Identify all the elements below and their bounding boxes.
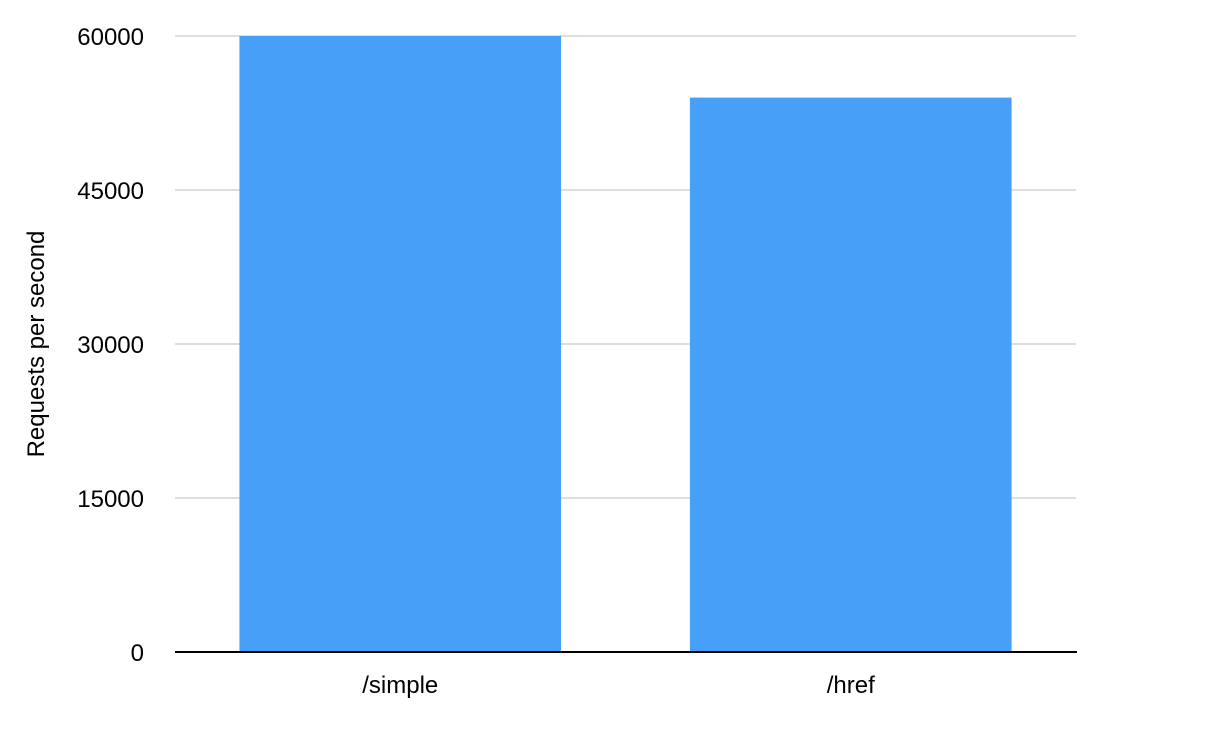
y-tick-label: 60000	[77, 24, 144, 51]
bar-href	[689, 97, 1012, 653]
x-category-label: /simple	[362, 672, 438, 699]
y-tick-label: 30000	[77, 332, 144, 359]
y-tick-labels: 0 15000 30000 45000 60000	[77, 24, 144, 667]
y-tick-label: 45000	[77, 178, 144, 205]
y-tick-label: 15000	[77, 486, 144, 513]
y-axis-title: Requests per second	[23, 231, 50, 458]
bar-simple	[239, 36, 562, 652]
bars	[239, 36, 1012, 653]
x-category-label: /href	[827, 672, 875, 699]
x-category-labels: /simple/href	[362, 672, 875, 699]
y-tick-label: 0	[131, 640, 144, 667]
